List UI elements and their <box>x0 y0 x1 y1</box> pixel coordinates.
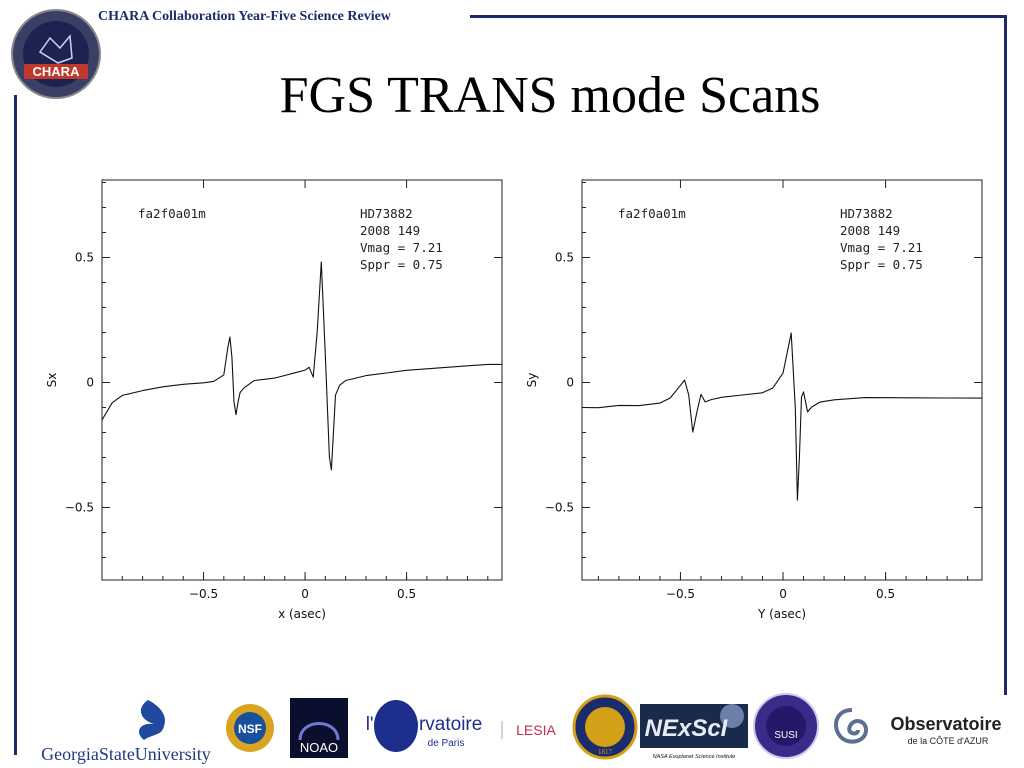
target-info-line: 2008 149 <box>840 223 900 238</box>
sponsor-logos-row: GeorgiaStateUniversity NSF NOAO l'Observ… <box>0 690 1024 768</box>
lesia-logo: LESIA <box>501 721 557 739</box>
susi-logo: SUSI <box>753 693 819 759</box>
noao-text: NOAO <box>300 740 338 755</box>
y-tick-label: 0.5 <box>555 251 574 265</box>
nexsci-text: NExScI <box>645 715 729 742</box>
x-tick-label: −0.5 <box>666 587 695 601</box>
spiral-logo-icon <box>834 708 869 744</box>
x-axis-label: x (asec) <box>278 607 326 621</box>
chart-sx-scan: −0.5 0 0.5 −0.5 0 0.5 x (asec) Sx fa2f0a01m HD738… <box>45 179 503 621</box>
target-info-line: Vmag = 7.21 <box>360 240 443 255</box>
susi-text: SUSI <box>774 730 797 741</box>
x-tick-label: −0.5 <box>189 587 218 601</box>
x-axis-label: Y (asec) <box>757 607 806 621</box>
observatoire-cote-azur-logo: Observatoire de la CÔTE d'AZUR <box>890 714 1001 746</box>
michigan-seal-year: 1817 <box>598 748 613 756</box>
observatoire-paris-text: l'Observatoire <box>366 714 483 735</box>
frame-top-line <box>470 15 1006 18</box>
observatoire-paris-sub: de Paris <box>428 738 465 749</box>
x-tick-label: 0.5 <box>876 587 895 601</box>
y-axis-label: Sy <box>525 373 539 388</box>
x-tick-label: 0 <box>779 587 787 601</box>
y-axis-label: Sx <box>45 373 59 388</box>
plot-frame <box>581 179 983 581</box>
lesia-text: LESIA <box>516 722 556 738</box>
y-tick-label: −0.5 <box>545 501 574 515</box>
observatoire-paris-logo: l'Observatoire de Paris <box>366 700 483 752</box>
scan-trace-line <box>101 261 502 471</box>
university-of-michigan-seal: 1817 <box>572 694 638 760</box>
y-tick-label: 0 <box>86 376 94 390</box>
header-title: CHARA Collaboration Year-Five Science Re… <box>98 9 391 24</box>
frame-right-line <box>1004 15 1007 695</box>
nexsci-logo: NExScI NASA Exoplanet Science Institute <box>640 704 748 760</box>
chart-sy-scan: −0.5 0 0.5 −0.5 0 0.5 Y (asec) Sy fa2f0a01m HD738… <box>525 179 983 621</box>
target-info-line: HD73882 <box>840 206 893 221</box>
y-tick-label: 0.5 <box>75 251 94 265</box>
scan-id-label: fa2f0a01m <box>618 206 686 221</box>
x-tick-label: 0 <box>301 587 309 601</box>
target-info-line: Vmag = 7.21 <box>840 240 923 255</box>
y-tick-label: −0.5 <box>65 501 94 515</box>
y-tick-label: 0 <box>566 376 574 390</box>
chara-logo-text: CHARA <box>33 64 81 79</box>
target-info-line: 2008 149 <box>360 223 420 238</box>
plot-frame <box>101 179 503 581</box>
target-info-line: Sppr = 0.75 <box>840 257 923 272</box>
georgia-state-text: GeorgiaStateUniversity <box>41 744 211 764</box>
nsf-logo: NSF <box>226 704 274 752</box>
x-tick-label: 0.5 <box>397 587 416 601</box>
georgia-state-university-logo: GeorgiaStateUniversity <box>41 700 211 764</box>
frame-left-line <box>14 95 17 755</box>
oca-sub: de la CÔTE d'AZUR <box>908 736 989 746</box>
chara-logo: CHARA <box>11 9 101 99</box>
scan-id-label: fa2f0a01m <box>138 206 206 221</box>
slide-title: FGS TRANS mode Scans <box>279 67 821 124</box>
noao-logo: NOAO <box>290 698 348 758</box>
nexsci-sub: NASA Exoplanet Science Institute <box>653 754 736 760</box>
target-info-line: HD73882 <box>360 206 413 221</box>
oca-text: Observatoire <box>890 714 1001 734</box>
nsf-text: NSF <box>238 722 262 736</box>
scan-trace-line <box>581 332 983 501</box>
target-info-line: Sppr = 0.75 <box>360 257 443 272</box>
